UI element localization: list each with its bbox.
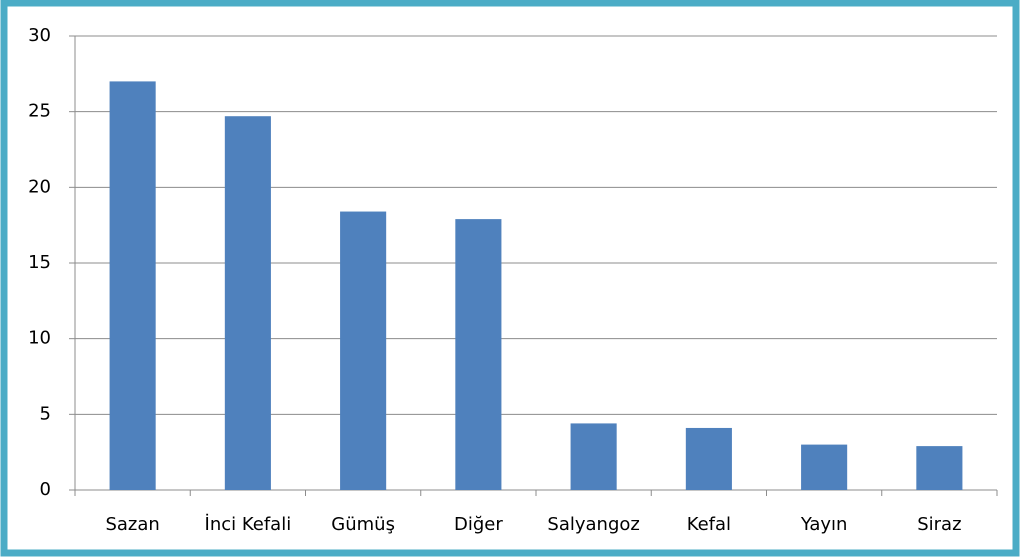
y-tick-label: 10: [28, 328, 51, 349]
bar: [570, 423, 617, 490]
bar: [455, 219, 502, 490]
x-tick-label: Kefal: [687, 514, 731, 535]
bar: [224, 116, 271, 490]
y-tick-label: 5: [40, 403, 51, 424]
x-tick-label: Gümüş: [331, 514, 395, 535]
y-tick-label: 15: [28, 252, 51, 273]
bar: [340, 211, 387, 490]
bar: [685, 427, 732, 490]
y-tick-label: 0: [40, 479, 51, 500]
y-tick-label: 30: [28, 25, 51, 46]
x-tick-label: Sazan: [105, 514, 159, 535]
bar: [801, 444, 848, 490]
x-tick-label: İnci Kefali: [205, 514, 292, 535]
x-tick-label: Salyangoz: [547, 514, 639, 535]
y-tick-label: 20: [28, 176, 51, 197]
x-tick-label: Diğer: [454, 514, 503, 535]
bar: [109, 81, 156, 491]
bar: [916, 446, 963, 490]
x-tick-label: Siraz: [917, 514, 961, 535]
x-tick-label: Yayın: [800, 514, 848, 535]
y-tick-label: 25: [28, 101, 51, 122]
